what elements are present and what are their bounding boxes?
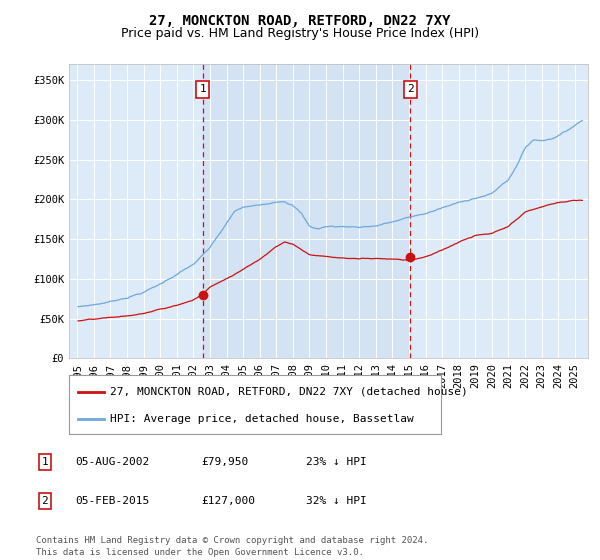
Text: HPI: Average price, detached house, Bassetlaw: HPI: Average price, detached house, Bass… bbox=[110, 414, 413, 424]
Text: 1: 1 bbox=[41, 457, 49, 467]
Text: £79,950: £79,950 bbox=[201, 457, 248, 467]
Bar bbox=[203, 64, 410, 358]
Text: 2: 2 bbox=[41, 496, 49, 506]
Text: Contains HM Land Registry data © Crown copyright and database right 2024.
This d: Contains HM Land Registry data © Crown c… bbox=[36, 536, 428, 557]
Text: 27, MONCKTON ROAD, RETFORD, DN22 7XY: 27, MONCKTON ROAD, RETFORD, DN22 7XY bbox=[149, 14, 451, 28]
Text: Price paid vs. HM Land Registry's House Price Index (HPI): Price paid vs. HM Land Registry's House … bbox=[121, 27, 479, 40]
Text: 32% ↓ HPI: 32% ↓ HPI bbox=[306, 496, 367, 506]
Text: 27, MONCKTON ROAD, RETFORD, DN22 7XY (detached house): 27, MONCKTON ROAD, RETFORD, DN22 7XY (de… bbox=[110, 386, 467, 396]
Text: 23% ↓ HPI: 23% ↓ HPI bbox=[306, 457, 367, 467]
Text: 1: 1 bbox=[200, 85, 206, 95]
Text: £127,000: £127,000 bbox=[201, 496, 255, 506]
Text: 05-FEB-2015: 05-FEB-2015 bbox=[75, 496, 149, 506]
Text: 2: 2 bbox=[407, 85, 414, 95]
Text: 05-AUG-2002: 05-AUG-2002 bbox=[75, 457, 149, 467]
